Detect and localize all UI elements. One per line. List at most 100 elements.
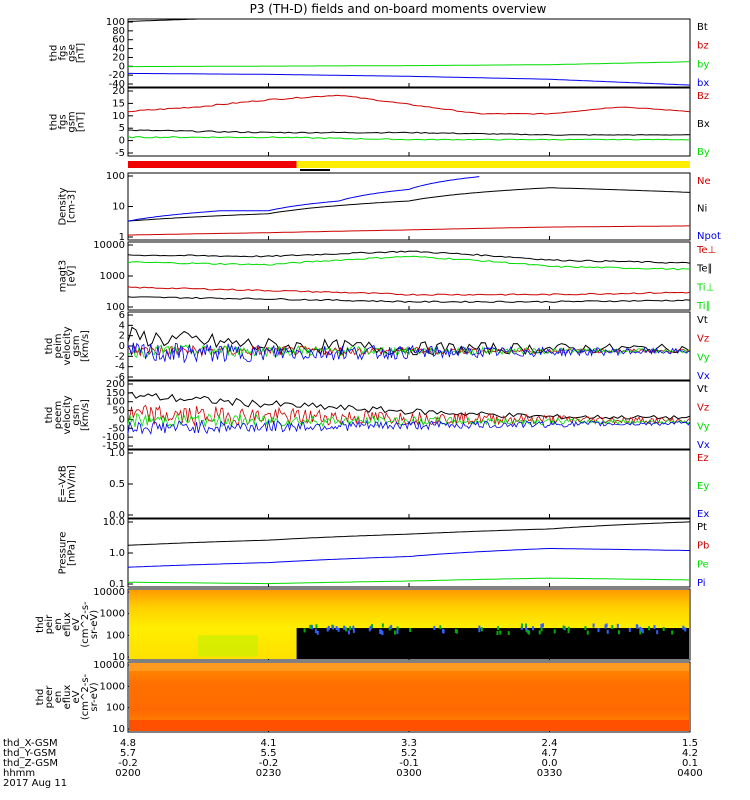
y-tick-label: -150 [102, 441, 125, 452]
series-density-Ni [127, 187, 691, 222]
spectrogram-speck [628, 627, 631, 632]
ephemeris-label: thd_X-GSM [3, 738, 58, 749]
mode-bar-red [128, 161, 297, 168]
y-axis-label: peer [44, 685, 55, 709]
y-tick-label: 200 [106, 379, 125, 390]
spectrogram-patch [198, 635, 258, 657]
y-tick-label: 10000 [93, 587, 125, 598]
spectrogram-speck [409, 627, 412, 632]
spectrogram-speck [343, 625, 346, 630]
y-tick-label: 2 [119, 331, 125, 342]
y-tick-label: 1000 [100, 609, 125, 620]
y-tick-label: 0.1 [109, 579, 125, 590]
spectrogram-speck [370, 624, 373, 629]
panel-frame [127, 87, 691, 157]
legend-Ex: Ex [697, 509, 709, 520]
y-axis-label: (cm^2-s- [80, 673, 91, 720]
y-tick-label: 40 [112, 44, 125, 55]
spectrogram-speck [496, 631, 499, 636]
ephemeris-value: 5.7 [120, 748, 136, 759]
y-tick-label: -5 [115, 148, 125, 159]
y-tick-label: 1.0 [109, 448, 125, 459]
y-axis-label: thd [35, 689, 46, 706]
spectrogram-speck [507, 631, 510, 636]
series-peim-velocity-green-component [127, 343, 691, 358]
y-axis-label: thd [49, 45, 60, 62]
spectrogram-speck [345, 627, 348, 632]
legend-by: by [697, 59, 709, 70]
spectrogram-speck [381, 631, 384, 636]
ephemeris-value: 0330 [537, 768, 562, 779]
spectrogram-speck [639, 626, 642, 631]
y-tick-label: 20 [112, 86, 125, 97]
spectrogram-low-energy-region [296, 628, 689, 659]
spectrogram-speck [478, 625, 481, 630]
legend-Pi: Pi [697, 578, 706, 589]
spectrogram-speck [396, 626, 399, 631]
ephemeris-value: 4.2 [682, 748, 698, 759]
y-tick-label: 0 [119, 61, 125, 72]
legend-Ne: Ne [697, 176, 711, 187]
y-axis-label: [km/s] [80, 399, 91, 431]
spectrogram-speck [597, 628, 600, 633]
panel-efield: 1.0 0.5 0.0 E=-VxB[mV/m] Ez Ey Ex [58, 448, 710, 521]
y-axis-label: Pressure [58, 532, 69, 575]
panel-frame [127, 241, 691, 311]
y-tick-label: 10 [112, 111, 125, 122]
y-axis-label: eflux [62, 612, 73, 637]
ephemeris-value: 4.8 [120, 738, 136, 749]
y-tick-label: -50 [109, 423, 125, 434]
spectrogram-speck [562, 625, 565, 630]
legend-Vx: Vx [697, 371, 710, 382]
series-peem-velocity-green-component [127, 412, 691, 428]
spectrogram-speck [540, 624, 543, 629]
spectrogram-speck [499, 630, 502, 635]
legend-Vt: Vt [697, 315, 708, 326]
ephemeris-value: 0230 [256, 768, 281, 779]
series-temperature-Te∥ [127, 250, 691, 264]
spectrogram-speck [439, 625, 442, 630]
spectrogram-speck [497, 626, 500, 631]
spectrogram-speck [442, 629, 445, 634]
spectrogram-speck [369, 625, 372, 630]
ephemeris-label: hhmm [3, 768, 35, 779]
y-tick-label: -2 [115, 351, 125, 362]
spectrogram-speck [352, 628, 355, 633]
y-axis-label: [km/s] [80, 330, 91, 362]
y-axis-label: Density [58, 187, 69, 225]
spectrogram-speck [349, 626, 352, 631]
panel-frame [127, 380, 691, 450]
spectrogram-speck [311, 625, 314, 630]
panel-pressure: 10.0 1.0 0.1 Pressure[nPa] Pt Pb Pe Pi [58, 517, 710, 590]
spectrogram-speck [567, 629, 570, 634]
y-axis-label: fgs [58, 114, 69, 129]
spectrogram-speck [326, 627, 329, 632]
y-tick-label: 1000 [100, 681, 125, 692]
spectrogram-speck [662, 627, 665, 632]
y-tick-label: 15 [112, 98, 125, 109]
spectrogram-speck [528, 630, 531, 635]
spectrogram-speck [641, 629, 644, 634]
y-tick-label: -6 [115, 372, 125, 383]
ephemeris-label: thd_Z-GSM [3, 758, 58, 769]
spectrogram-speck [309, 624, 312, 629]
ephemeris-value: 4.1 [261, 738, 277, 749]
legend-bz: bz [697, 41, 709, 52]
y-axis-label: [cm-3] [67, 190, 78, 223]
spectrogram-speck [538, 630, 541, 635]
ephemeris-value: 0400 [677, 768, 702, 779]
legend-Vy: Vy [697, 421, 710, 432]
spectrogram-speck [682, 625, 685, 630]
spectrogram-speck [653, 625, 656, 630]
y-axis-label: [mV/m] [67, 465, 78, 503]
spectrogram-speck [327, 625, 330, 630]
spectrogram-speck [394, 630, 397, 635]
spectrogram-band [129, 663, 689, 671]
spectrogram-speck [586, 630, 589, 635]
ephemeris-value: 1.5 [682, 738, 698, 749]
legend-Pe: Pe [697, 559, 709, 570]
y-axis-label: [eV] [67, 266, 78, 287]
